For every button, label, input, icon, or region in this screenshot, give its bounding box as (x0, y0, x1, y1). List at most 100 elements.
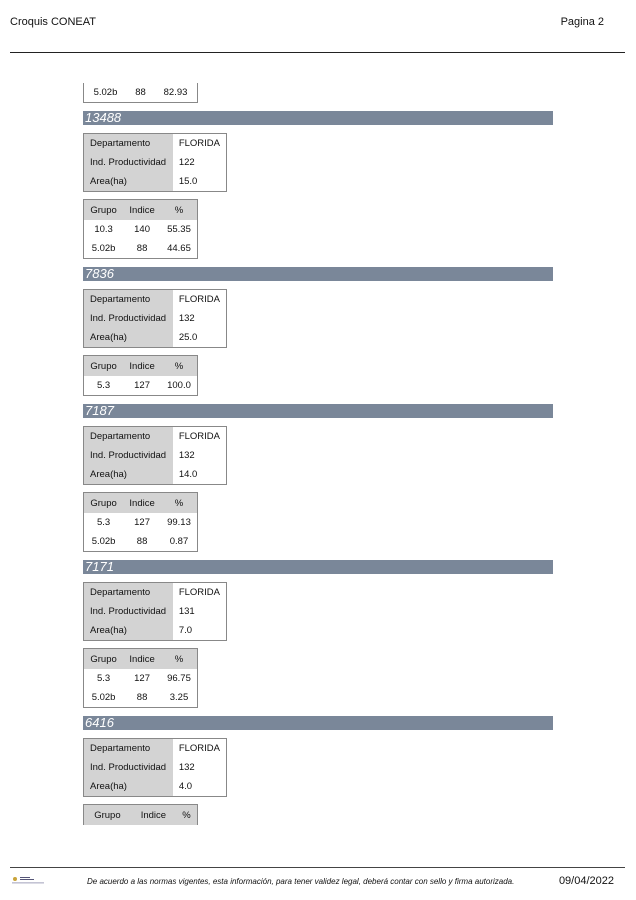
info-row-ind_prod: Ind. Productividad 132 (83, 758, 227, 777)
info-row-area: Area(ha) 4.0 (83, 777, 227, 797)
table-cell: 5.02b (91, 692, 116, 703)
parcel-header: 13488 (83, 111, 553, 125)
grupo-table: Grupo Indice% 5.3 127 100.0 (83, 355, 198, 396)
info-row-departamento: Departamento FLORIDA (83, 738, 227, 758)
grupo-table: Grupo Indice% 10.3 140 55.35 5.02b 88 44.65 (83, 199, 198, 259)
table-cell: 88 (136, 536, 148, 547)
column-header-grupo: Grupo (83, 648, 124, 669)
info-row-area: Area(ha) 14.0 (83, 465, 227, 485)
government-logo-icon (12, 877, 44, 884)
table-row: 5.02b 88 44.65 (84, 239, 198, 259)
grupo-table: Grupo Indice% 5.3 127 96.75 5.02b 88 3.25 (83, 648, 198, 708)
grupo-table: Grupo Indice% (83, 804, 198, 825)
column-header-pct: % (175, 804, 198, 825)
info-row-area: Area(ha) 25.0 (83, 328, 227, 348)
info-value: 14.0 (178, 469, 198, 480)
parcel-info-table: Departamento FLORIDA Ind. Productividad 131… (83, 582, 227, 641)
column-header-grupo: Grupo (83, 492, 124, 513)
info-row-ind_prod: Ind. Productividad 131 (83, 602, 227, 621)
grupo-header-row: Grupo Indice% (83, 199, 198, 220)
table-row: 5.3 127 100.0 (84, 376, 198, 396)
grupo-header-row: Grupo Indice% (83, 492, 198, 513)
table-cell: 10.3 (94, 224, 113, 235)
info-label: Departamento (83, 738, 173, 758)
info-value: 132 (178, 313, 195, 324)
info-label: Area(ha) (83, 328, 173, 348)
column-header-indice: Indice (130, 804, 176, 825)
table-row: 5.02b 88 0.87 (84, 532, 198, 552)
info-value: FLORIDA (178, 743, 220, 754)
parcel-header: 7171 (83, 560, 553, 574)
table-cell: 88 (135, 87, 146, 98)
info-row-area: Area(ha) 7.0 (83, 621, 227, 641)
parcel-info-table: Departamento FLORIDA Ind. Productividad 122… (83, 133, 227, 192)
document-title: Croquis CONEAT (10, 16, 96, 28)
info-value: FLORIDA (178, 294, 220, 305)
table-cell: 5.3 (96, 517, 111, 528)
info-value: 122 (178, 157, 195, 168)
page-number: Pagina 2 (560, 16, 604, 28)
info-label: Area(ha) (83, 621, 173, 641)
info-value: 132 (178, 450, 195, 461)
column-header-pct: % (160, 648, 198, 669)
table-cell: 140 (134, 224, 150, 235)
info-row-ind_prod: Ind. Productividad 132 (83, 446, 227, 465)
info-label: Ind. Productividad (83, 446, 173, 465)
parcel-info-table: Departamento FLORIDA Ind. Productividad 132… (83, 289, 227, 348)
table-cell: 44.65 (167, 243, 191, 254)
info-label: Area(ha) (83, 172, 173, 192)
info-label: Departamento (83, 582, 173, 602)
info-row-departamento: Departamento FLORIDA (83, 426, 227, 446)
column-header-indice: Indice (123, 648, 161, 669)
table-cell: 127 (134, 380, 150, 391)
column-header-indice: Indice (123, 492, 161, 513)
info-row-ind_prod: Ind. Productividad 122 (83, 153, 227, 172)
parcel-header: 6416 (83, 716, 553, 730)
grupo-header-row: Grupo Indice% (83, 648, 198, 669)
table-cell: 5.02b (91, 243, 116, 254)
info-label: Area(ha) (83, 777, 173, 797)
grupo-table: Grupo Indice% 5.3 127 99.13 5.02b 88 0.87 (83, 492, 198, 552)
info-label: Departamento (83, 289, 173, 309)
table-cell: 96.75 (167, 673, 191, 684)
info-row-area: Area(ha) 15.0 (83, 172, 227, 192)
grupo-header-row: Grupo Indice% (83, 804, 198, 825)
column-header-grupo: Grupo (83, 355, 124, 376)
table-cell: 99.13 (167, 517, 191, 528)
grupo-table-continued: 5.02b 88 82.93 (83, 83, 198, 103)
footer-divider (10, 867, 625, 868)
column-header-pct: % (160, 355, 198, 376)
table-row: 10.3 140 55.35 (84, 220, 198, 239)
table-cell: 5.3 (96, 380, 111, 391)
table-cell: 5.3 (96, 673, 111, 684)
parcel-header: 7187 (83, 404, 553, 418)
table-cell: 127 (134, 517, 150, 528)
table-row: 5.02b 88 82.93 (84, 83, 198, 103)
info-label: Ind. Productividad (83, 602, 173, 621)
table-cell: 3.25 (169, 692, 189, 703)
parcel-section: 7171 Departamento FLORIDA Ind. Productivida… (83, 560, 553, 708)
parcel-section: 7836 Departamento FLORIDA Ind. Productivida… (83, 267, 553, 396)
column-header-pct: % (160, 199, 198, 220)
column-header-indice: Indice (123, 355, 161, 376)
info-label: Ind. Productividad (83, 758, 173, 777)
info-value: 132 (178, 762, 195, 773)
info-label: Ind. Productividad (83, 153, 173, 172)
table-row: 5.02b 88 3.25 (84, 688, 198, 708)
info-value: FLORIDA (178, 587, 220, 598)
table-cell: 5.02b (91, 536, 116, 547)
table-cell: 5.02b (93, 87, 118, 98)
header-divider (10, 52, 625, 53)
column-header-pct: % (160, 492, 198, 513)
info-row-ind_prod: Ind. Productividad 132 (83, 309, 227, 328)
column-header-indice: Indice (123, 199, 161, 220)
info-row-departamento: Departamento FLORIDA (83, 133, 227, 153)
info-value: FLORIDA (178, 431, 220, 442)
info-value: 131 (178, 606, 195, 617)
info-row-departamento: Departamento FLORIDA (83, 289, 227, 309)
info-value: 15.0 (178, 176, 198, 187)
column-header-grupo: Grupo (83, 804, 131, 825)
table-cell: 55.35 (167, 224, 191, 235)
print-date: 09/04/2022 (558, 875, 614, 887)
parcel-section: 13488 Departamento FLORIDA Ind. Productivid… (83, 111, 553, 259)
